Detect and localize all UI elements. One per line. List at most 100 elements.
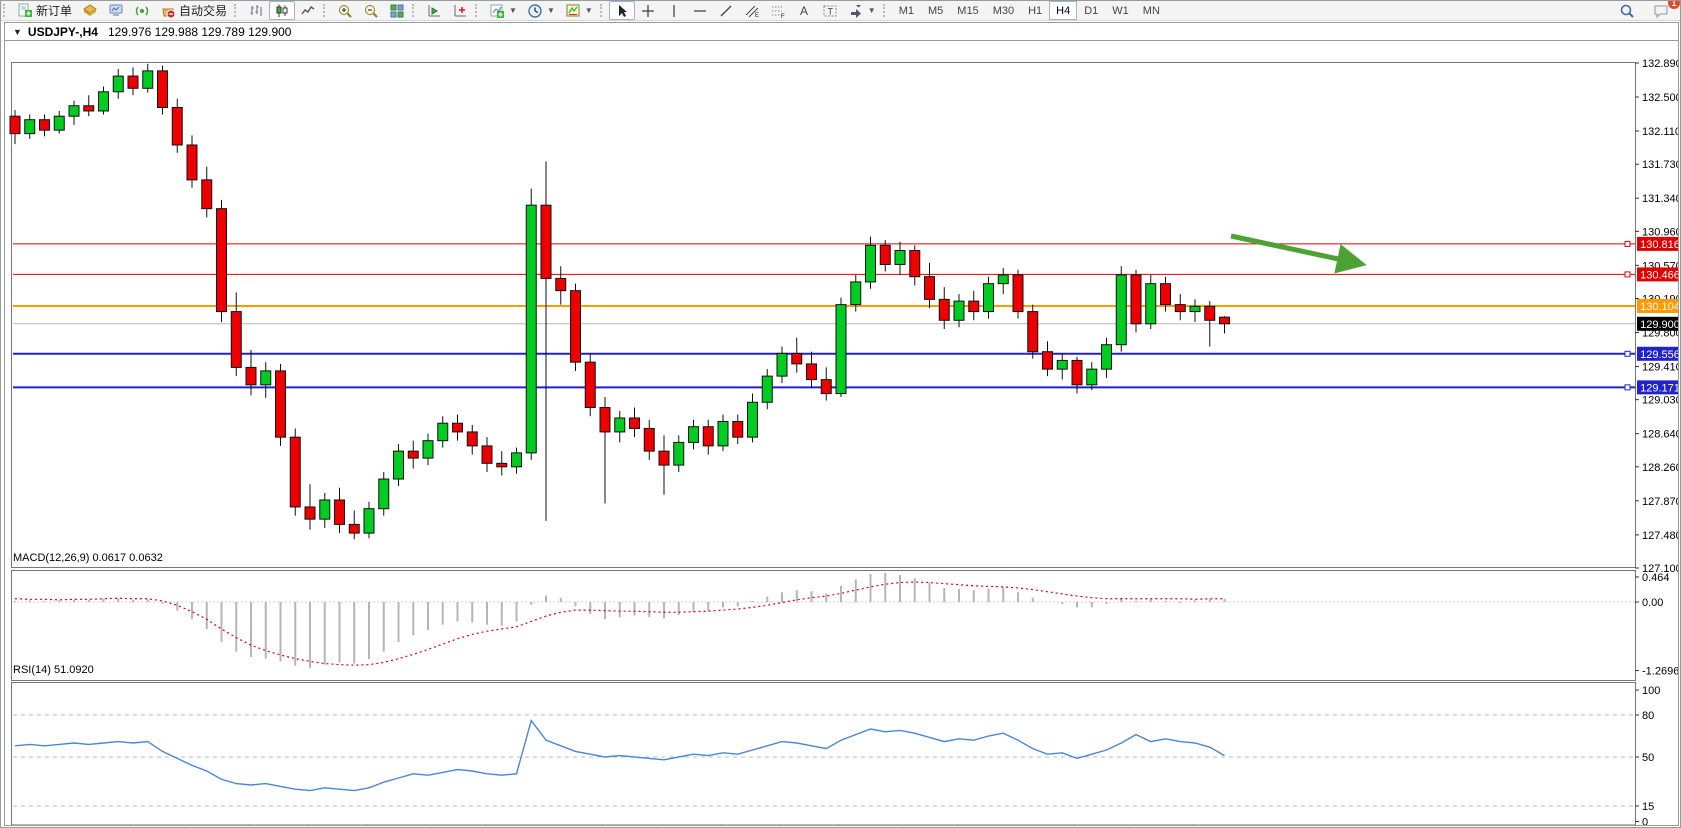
- price-tick-label: 132.110: [1642, 126, 1678, 138]
- candle: [142, 70, 154, 89]
- candle: [98, 91, 109, 112]
- terminal-button[interactable]: [103, 1, 129, 20]
- candle: [643, 427, 655, 452]
- fibonacci-button[interactable]: F: [765, 1, 791, 20]
- candle: [688, 426, 699, 443]
- templates-button[interactable]: ▼: [560, 1, 598, 20]
- candle: [820, 379, 832, 395]
- price-tick-label: 132.890: [1642, 58, 1678, 70]
- candle: [747, 401, 758, 438]
- tf-w1[interactable]: W1: [1112, 4, 1129, 17]
- candle: [1160, 283, 1171, 306]
- candle: [1086, 368, 1098, 386]
- new-order-button[interactable]: 新订单: [12, 1, 77, 20]
- toolbar-grip: [475, 4, 482, 17]
- candle: [216, 208, 227, 313]
- periods-button[interactable]: ▼: [522, 1, 560, 20]
- autotrading-icon: [162, 8, 176, 18]
- candle: [127, 75, 139, 89]
- tf-d1[interactable]: D1: [1084, 4, 1099, 17]
- candle: [997, 274, 1009, 285]
- price-tag-label: 130.816: [1640, 239, 1678, 251]
- chart-shift-button[interactable]: [447, 1, 473, 20]
- candlestick-button[interactable]: [269, 1, 296, 20]
- autoscroll-button[interactable]: [421, 1, 447, 20]
- candle: [614, 417, 626, 433]
- price-tag-resistance-1: [1637, 236, 1678, 251]
- candle: [894, 250, 906, 265]
- candle: [275, 370, 286, 438]
- zoom-out-button[interactable]: [358, 1, 384, 20]
- signals-button[interactable]: [129, 1, 155, 20]
- hline-handle[interactable]: [1624, 240, 1631, 247]
- price-tick-label: 131.340: [1642, 193, 1678, 205]
- tf-m1[interactable]: M1: [898, 4, 914, 17]
- hline-handle[interactable]: [1624, 271, 1631, 278]
- candle: [53, 115, 65, 131]
- crosshair-icon: [641, 4, 654, 17]
- cursor-button[interactable]: [608, 1, 635, 20]
- candle: [1145, 283, 1157, 325]
- candle: [924, 276, 935, 300]
- search-button[interactable]: [1614, 1, 1640, 20]
- text-button[interactable]: A: [791, 1, 817, 20]
- trendline-button[interactable]: [713, 1, 739, 20]
- tf-h4[interactable]: H4: [1049, 1, 1078, 20]
- tf-h1[interactable]: H1: [1028, 4, 1043, 17]
- candle: [570, 290, 581, 363]
- candle: [334, 499, 345, 525]
- candle: [525, 204, 537, 454]
- toolbar-group-chart-type: [232, 1, 321, 20]
- svg-text:A: A: [800, 4, 808, 18]
- candle: [348, 523, 360, 534]
- tile-windows-button[interactable]: [384, 1, 410, 20]
- hline-handle[interactable]: [1624, 384, 1631, 391]
- linechart-icon: [301, 5, 315, 14]
- symbols-button[interactable]: [77, 1, 103, 20]
- dropdown-arrow-icon[interactable]: ▼: [867, 6, 876, 15]
- dropdown-arrow-icon[interactable]: ▼: [584, 6, 593, 15]
- zoom-in-button[interactable]: [332, 1, 358, 20]
- tf-m15[interactable]: M15: [957, 4, 979, 17]
- rsi-line: [14, 719, 1225, 792]
- price-tag-resistance-2: [1637, 267, 1678, 282]
- tile-icon: [390, 4, 404, 17]
- candle: [629, 417, 640, 429]
- notifications-button[interactable]: 1: [1648, 1, 1680, 20]
- candle: [879, 244, 891, 265]
- hline-icon: [693, 9, 706, 12]
- dropdown-arrow-icon[interactable]: ▼: [546, 6, 555, 15]
- toolbar-group-timeframes: M1 M5 M15 M30 H1 H4 D1 W1 MN: [881, 1, 1167, 20]
- crosshair-button[interactable]: [635, 1, 661, 20]
- indicators-button[interactable]: ▼: [484, 1, 522, 20]
- horizontal-line-button[interactable]: [687, 1, 713, 20]
- price-tick-label: 131.730: [1642, 159, 1678, 171]
- chart-menu-icon[interactable]: ▼: [13, 26, 22, 37]
- cursor-icon: [618, 4, 627, 17]
- candle: [186, 144, 198, 181]
- svg-text:T: T: [827, 6, 833, 16]
- dropdown-arrow-icon[interactable]: ▼: [509, 6, 517, 15]
- toolbar-grip: [412, 4, 419, 17]
- toolbar-right: 1: [1614, 1, 1680, 20]
- price-tag-label: 129.900: [1640, 319, 1678, 331]
- candle: [909, 250, 921, 278]
- hline-handle[interactable]: [1624, 350, 1631, 357]
- chart-window: ▼ USDJPY-,H4 129.976 129.988 129.789 129…: [4, 22, 1679, 826]
- label-button[interactable]: T: [817, 1, 843, 20]
- trend-arrow-annotation[interactable]: [1230, 233, 1367, 274]
- tf-mn[interactable]: MN: [1142, 4, 1160, 17]
- candle: [983, 283, 994, 313]
- channel-button[interactable]: E: [739, 1, 765, 20]
- bar-chart-button[interactable]: [243, 1, 269, 20]
- new-order-icon: [18, 3, 32, 17]
- toolbar-grip: [882, 4, 890, 17]
- price-tick-label: 132.500: [1642, 92, 1678, 104]
- candle: [1101, 344, 1112, 370]
- arrows-button[interactable]: ▼: [843, 1, 881, 20]
- vertical-line-button[interactable]: [661, 1, 687, 20]
- line-chart-button[interactable]: [295, 1, 321, 20]
- autotrading-button[interactable]: 自动交易: [155, 1, 232, 20]
- tf-m30[interactable]: M30: [992, 4, 1015, 17]
- tf-m5[interactable]: M5: [928, 4, 944, 17]
